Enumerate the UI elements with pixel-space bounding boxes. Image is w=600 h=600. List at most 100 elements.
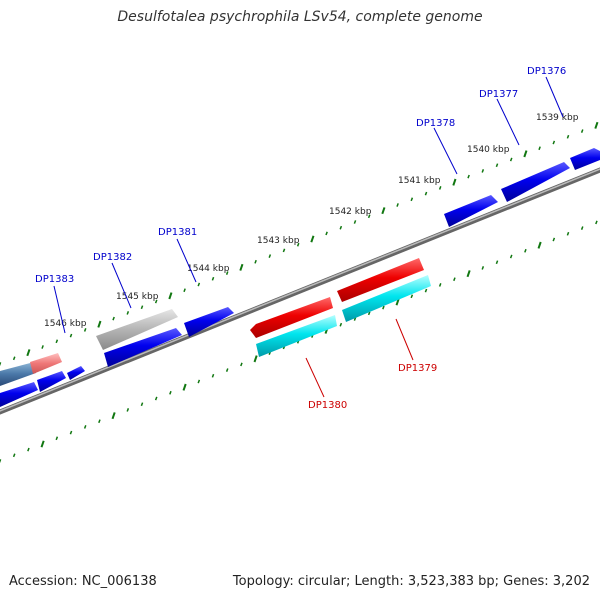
ruler-tick	[83, 328, 87, 332]
ruler-tick	[509, 157, 513, 162]
ruler-tick	[168, 292, 173, 300]
ruler-tick	[282, 248, 286, 253]
ruler-tick	[438, 283, 442, 287]
ruler-tick	[169, 390, 172, 395]
gene-label-dp1380: DP1380	[308, 400, 347, 411]
ruler-tick	[211, 373, 215, 378]
ruler-tick	[367, 311, 371, 316]
gene-label-dp1382: DP1382	[93, 252, 132, 263]
ruler-tick	[83, 425, 87, 429]
gene-label-dp1378: DP1378	[416, 118, 455, 129]
ruler-tick	[339, 322, 343, 327]
ruler-tick	[580, 129, 584, 133]
ruler-tick	[495, 260, 499, 265]
gene-arrow-dp1380-highlight[interactable]	[256, 315, 337, 357]
leader-dp1380	[305, 357, 325, 398]
ruler-tick	[140, 305, 144, 310]
gene-label-dp1381: DP1381	[158, 227, 197, 238]
ruler-tick	[552, 237, 556, 242]
ruler-tick	[580, 226, 584, 230]
ruler-tick	[12, 356, 16, 361]
gene-arrow-dp1383-b[interactable]	[37, 371, 66, 392]
ruler-tick	[566, 231, 570, 236]
leader-dp1377	[496, 98, 520, 146]
ruler-tick	[98, 419, 101, 424]
ruler-tick	[55, 339, 59, 344]
leader-dp1381	[176, 238, 197, 283]
ruler-tick	[296, 242, 300, 247]
ruler-tick	[353, 220, 357, 224]
ruler-label-1543: 1543 kbp	[257, 236, 300, 246]
ruler-tick	[254, 259, 257, 264]
gene-label-dp1383: DP1383	[35, 274, 74, 285]
ruler-tick	[55, 436, 59, 441]
ruler-tick	[310, 235, 315, 243]
ruler-tick	[381, 207, 386, 215]
ruler-tick	[325, 231, 328, 236]
ruler-tick	[466, 270, 471, 278]
ruler-tick	[0, 362, 2, 366]
gene-arrow-edge-pink[interactable]	[30, 353, 62, 374]
gene-arrow-dp1382[interactable]	[104, 328, 182, 367]
gene-arrow-edge-a[interactable]	[0, 382, 38, 407]
ruler-tick	[225, 368, 229, 372]
ruler-tick	[225, 271, 229, 275]
gene-arrow-faded[interactable]	[96, 309, 178, 350]
gene-arrow-dp1376[interactable]	[570, 148, 600, 170]
ruler-tick	[253, 355, 258, 363]
ruler-tick	[524, 248, 527, 253]
ruler-tick	[481, 169, 485, 173]
gene-label-dp1376: DP1376	[527, 66, 566, 77]
genome-title: Desulfotalea psychrophila LSv54, complet…	[117, 9, 483, 25]
ruler-tick	[538, 146, 541, 151]
ruler-tick	[154, 299, 158, 304]
ruler-tick	[424, 288, 428, 293]
ruler-tick	[594, 121, 599, 129]
gene-arrow-dp1381[interactable]	[184, 307, 234, 337]
ruler-tick	[495, 163, 499, 168]
ruler-tick	[438, 186, 442, 190]
ruler-tick	[26, 349, 31, 357]
ruler-tick	[453, 277, 456, 282]
ruler-tick	[182, 383, 187, 391]
ruler-tick	[367, 214, 371, 219]
ruler-tick	[509, 254, 513, 259]
gene-label-leaders	[53, 76, 564, 398]
ruler-tick	[126, 311, 130, 315]
gene-arrow-dp1379-highlight[interactable]	[342, 275, 431, 322]
ruler-tick	[97, 320, 102, 328]
gene-arrow-dp1383-a[interactable]	[67, 366, 85, 380]
ruler-tick	[452, 178, 457, 186]
forward-strand-genes	[0, 148, 600, 407]
ruler-tick	[410, 197, 414, 202]
ruler-ticks	[0, 121, 599, 463]
ruler-tick	[0, 459, 2, 463]
ruler-labels: 1539 kbp 1540 kbp 1541 kbp 1542 kbp 1543…	[44, 113, 579, 329]
ruler-tick	[40, 440, 45, 448]
ruler-tick	[211, 276, 215, 281]
leader-dp1382	[111, 262, 132, 309]
ruler-label-1546: 1546 kbp	[44, 319, 87, 329]
ruler-tick	[69, 430, 73, 435]
ruler-tick	[41, 345, 44, 349]
ruler-tick	[197, 282, 201, 287]
gene-arrow-dp1380[interactable]	[250, 297, 333, 338]
genome-backbone	[0, 167, 600, 415]
ruler-tick	[566, 134, 570, 139]
ruler-tick	[467, 174, 470, 179]
ruler-tick	[112, 316, 115, 321]
gene-arrow-dp1379[interactable]	[337, 258, 424, 302]
leader-dp1378	[433, 127, 458, 175]
ruler-tick	[523, 150, 528, 158]
ruler-tick	[481, 266, 485, 270]
gene-arrow-edge-steel[interactable]	[0, 362, 36, 386]
leader-dp1376	[545, 76, 564, 118]
ruler-label-1544: 1544 kbp	[187, 264, 230, 274]
ruler-tick	[410, 294, 414, 299]
ruler-tick	[126, 408, 130, 412]
ruler-label-1545: 1545 kbp	[116, 292, 159, 302]
ruler-tick	[12, 453, 16, 458]
gene-arrow-dp1378[interactable]	[444, 195, 498, 227]
ruler-tick	[111, 412, 116, 420]
gene-arrow-dp1377[interactable]	[501, 162, 570, 202]
